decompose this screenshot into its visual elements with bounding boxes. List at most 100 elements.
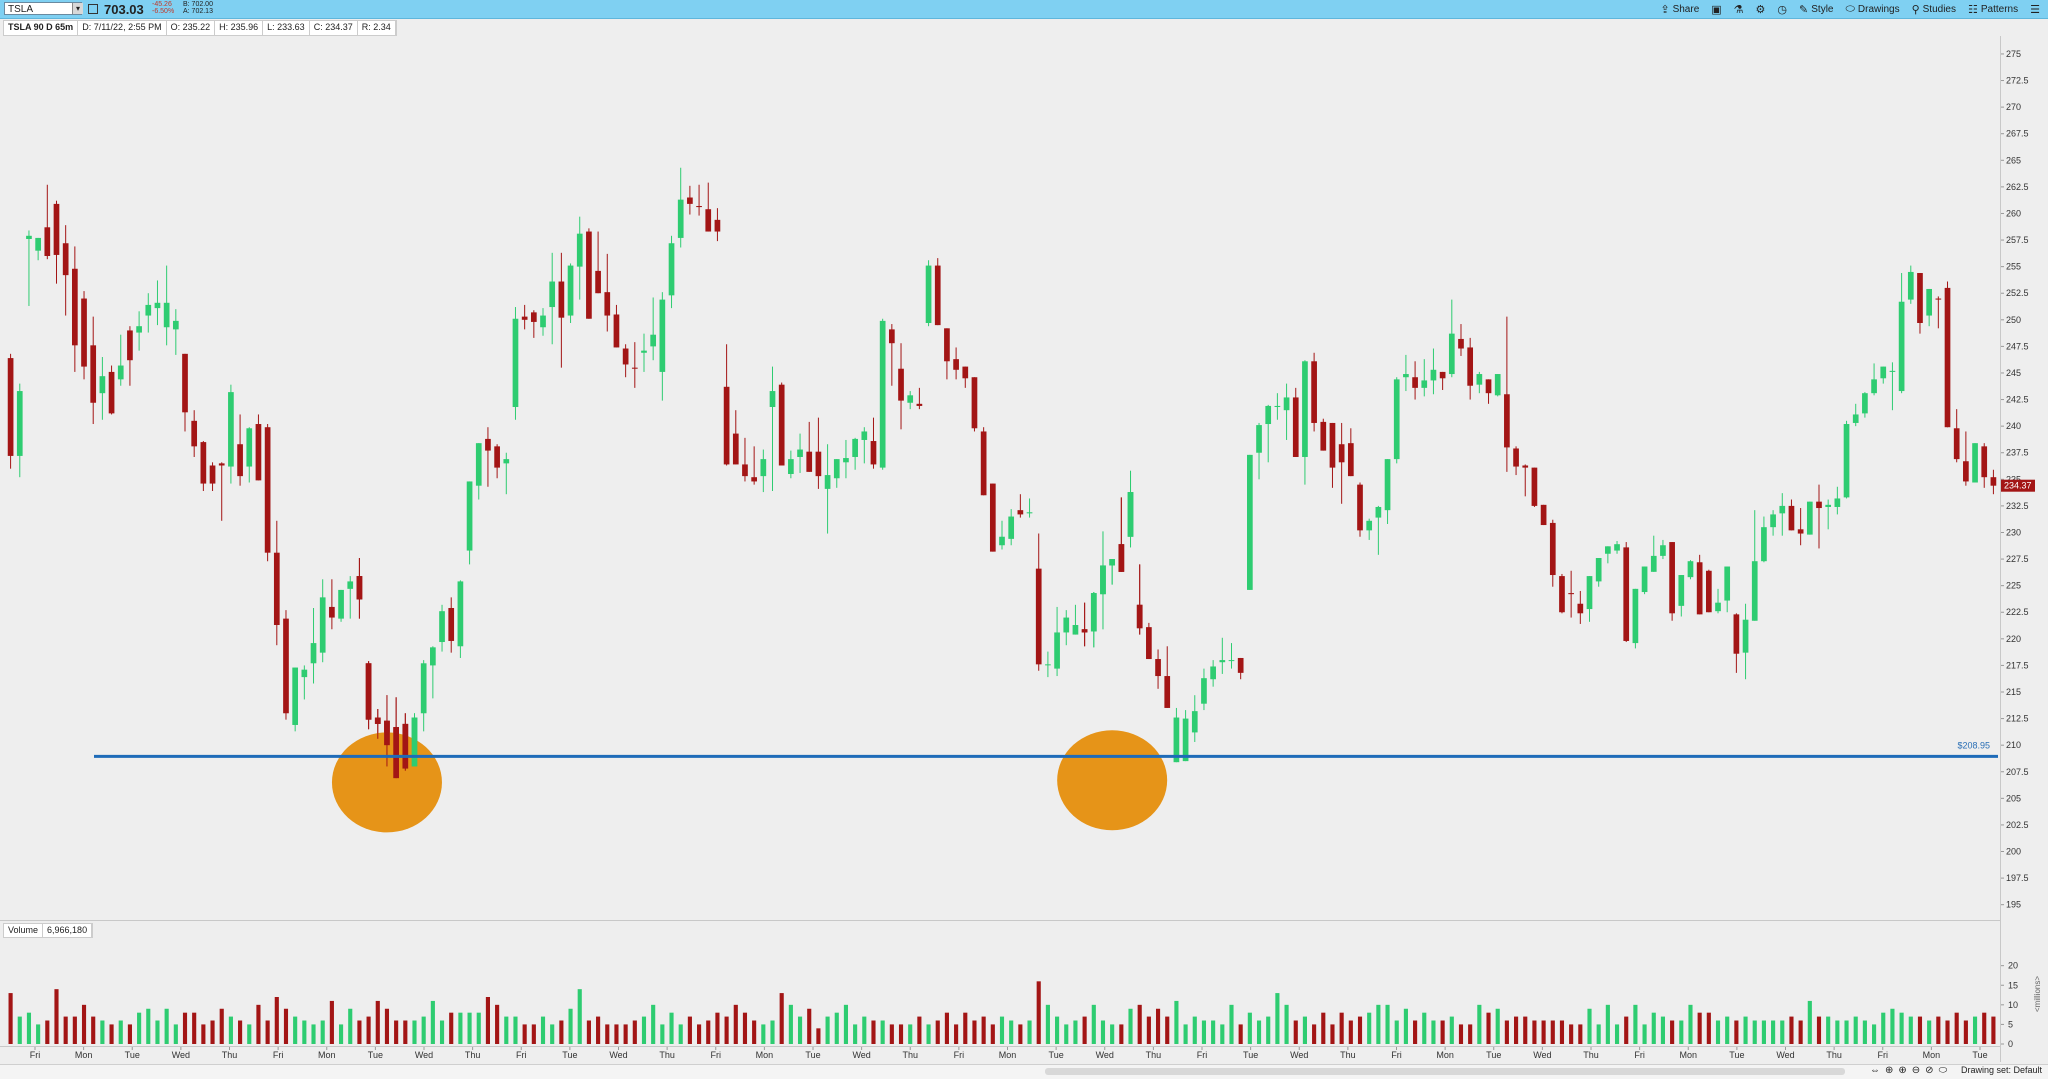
candle-body: [466, 481, 473, 551]
horizontal-scrollbar[interactable]: [0, 1064, 2048, 1079]
volume-bar: [981, 1016, 986, 1044]
volume-bar: [807, 1008, 812, 1044]
volume-bar: [403, 1020, 408, 1044]
price-tick-label: 232.5: [2006, 501, 2029, 511]
candle-body: [1302, 361, 1308, 457]
time-tick-label: Fri: [516, 1050, 527, 1060]
support-level[interactable]: $208.95: [94, 740, 1998, 758]
candle-body: [980, 431, 987, 496]
drawings-icon: ⬭: [1845, 2, 1855, 15]
info-open: O: 235.22: [167, 21, 216, 35]
drawings-button[interactable]: ⬭ Drawings: [1841, 1, 1903, 17]
candle-body: [1715, 602, 1721, 612]
candle-body: [650, 334, 657, 347]
candle-body: [1761, 527, 1767, 562]
volume-bar: [733, 1004, 738, 1044]
candle-body: [806, 451, 813, 472]
candle-body: [283, 618, 289, 714]
price-tick-label: 230: [2006, 527, 2021, 537]
volume-bar: [954, 1024, 959, 1044]
zoom-in-icon[interactable]: ⊕: [1898, 1065, 1907, 1076]
candle-body: [53, 203, 60, 255]
pan-icon[interactable]: ⇔: [1870, 1065, 1880, 1076]
candle-body: [1494, 374, 1501, 396]
volume-bar: [843, 1004, 849, 1044]
candle-body: [1577, 603, 1584, 614]
time-tick-label: Thu: [222, 1050, 238, 1060]
candle-body: [485, 438, 491, 451]
volume-bar: [1477, 1004, 1482, 1044]
zoom-out-icon[interactable]: ⊖: [1911, 1065, 1921, 1076]
volume-bar: [495, 1004, 500, 1044]
volume-bar: [697, 1024, 702, 1044]
volume-bar: [1945, 1020, 1950, 1044]
time-tick-label: Thu: [659, 1050, 675, 1060]
volume-bar: [1523, 1016, 1528, 1044]
candle-body: [1926, 288, 1932, 316]
share-label: Share: [1672, 3, 1700, 15]
volume-bar: [118, 1020, 123, 1044]
candle-body: [1650, 555, 1657, 572]
volume-bar: [596, 1016, 601, 1044]
patterns-button[interactable]: ☷ Patterns: [1964, 1, 2022, 17]
volume-bar: [1091, 1004, 1096, 1044]
volume-bar: [586, 1020, 591, 1044]
zoom-fit-icon[interactable]: ⊘: [1925, 1065, 1934, 1076]
flask-button[interactable]: ⚗: [1730, 1, 1748, 17]
volume-bar: [1100, 1020, 1106, 1044]
volume-label: Volume 6,966,180: [3, 923, 94, 938]
volume-bar: [1211, 1020, 1216, 1044]
volume-tick-label: 5: [2008, 1019, 2013, 1029]
volume-bar: [917, 1016, 922, 1044]
volume-bar: [1798, 1020, 1803, 1044]
volume-bar: [1642, 1024, 1647, 1044]
crosshair-icon[interactable]: ⊕: [1885, 1065, 1894, 1076]
pane-divider[interactable]: [0, 920, 2000, 921]
volume-bar: [1633, 1004, 1638, 1044]
candle-body: [659, 299, 666, 372]
volume-bar: [1284, 1004, 1289, 1044]
volume-bar: [1963, 1020, 1968, 1044]
candle-body: [815, 451, 822, 477]
volume-bar: [550, 1024, 555, 1044]
price-tick-label: 227.5: [2006, 554, 2029, 564]
volume-bar: [1055, 1016, 1060, 1044]
volume-bar: [834, 1012, 839, 1044]
volume-bar: [1504, 1020, 1509, 1044]
volume-bar: [522, 1024, 527, 1044]
candle-body: [1825, 504, 1832, 507]
volume-tick-label: 20: [2008, 961, 2018, 971]
settings-button[interactable]: ⚙: [1752, 1, 1770, 17]
menu-button[interactable]: ☰: [2026, 1, 2044, 17]
style-button[interactable]: ✎ Style: [1795, 1, 1837, 17]
candle-body: [1696, 562, 1703, 615]
axis-divider: [0, 1046, 2000, 1047]
drawing-tool-icon[interactable]: ⬭: [1938, 1065, 1948, 1076]
candle-body: [705, 209, 712, 232]
volume-bar: [1192, 1016, 1197, 1044]
candle-body: [264, 427, 271, 553]
clock-button[interactable]: ◷: [1773, 1, 1791, 17]
chart-name[interactable]: TSLA 90 D 65m: [4, 21, 79, 35]
volume-bar: [173, 1024, 178, 1044]
studies-button[interactable]: ⚲ Studies: [1908, 1, 1960, 17]
scroll-thumb[interactable]: [1045, 1068, 1845, 1075]
chevron-down-icon[interactable]: ▾: [72, 3, 83, 14]
volume-bar: [853, 1024, 858, 1044]
volume-bar: [651, 1004, 656, 1044]
candle-body: [1917, 273, 1923, 323]
candle-body: [384, 720, 390, 746]
candle-body: [668, 243, 675, 296]
ask-value: A: 702.13: [183, 8, 213, 15]
volume-bar: [641, 1016, 647, 1044]
share-button[interactable]: ⇪ Share: [1656, 1, 1703, 17]
last-price: 703.03: [104, 2, 144, 17]
time-tick-label: Thu: [465, 1050, 481, 1060]
volume-bar: [100, 1020, 105, 1044]
screenshot-button[interactable]: ▣: [1707, 1, 1725, 17]
candle-body: [1504, 394, 1510, 448]
volume-bar: [1155, 1008, 1161, 1044]
link-square-icon[interactable]: [88, 4, 98, 14]
drawing-set-label[interactable]: Drawing set: Default: [1960, 1065, 2042, 1075]
